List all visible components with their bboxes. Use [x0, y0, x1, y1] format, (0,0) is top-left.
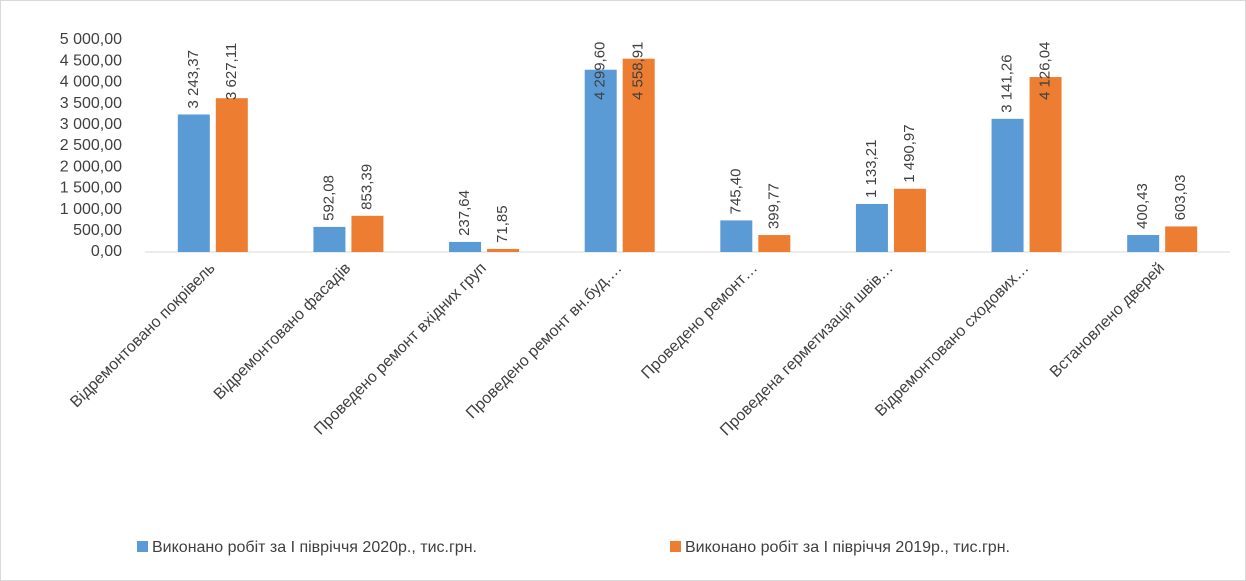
legend-swatch [137, 541, 148, 552]
bar [177, 114, 210, 252]
bar [893, 188, 926, 252]
y-tick-label: 0,00 [91, 243, 122, 260]
y-tick-label: 1 500,00 [60, 180, 122, 197]
data-label: 592,08 [320, 175, 337, 221]
bar [584, 69, 617, 252]
bar [855, 203, 888, 252]
bar [1165, 226, 1198, 252]
data-label: 71,85 [494, 205, 511, 243]
y-tick-label: 1 000,00 [60, 201, 122, 218]
data-label: 1 133,21 [863, 140, 880, 198]
y-tick-label: 500,00 [73, 222, 122, 239]
data-label: 3 141,26 [999, 54, 1016, 112]
bar [1127, 235, 1160, 252]
y-tick-label: 3 000,00 [60, 116, 122, 133]
data-label: 399,77 [765, 183, 782, 229]
y-tick-label: 4 000,00 [60, 74, 122, 91]
bar [215, 98, 248, 252]
bar [720, 220, 753, 252]
data-label: 603,03 [1172, 175, 1189, 221]
bar [487, 248, 520, 252]
y-tick-label: 4 500,00 [60, 52, 122, 69]
bar [991, 118, 1024, 252]
data-label: 4 126,04 [1037, 42, 1054, 100]
data-label: 400,43 [1134, 183, 1151, 229]
data-label: 4 558,91 [630, 42, 647, 100]
data-label: 853,39 [358, 164, 375, 210]
data-label: 4 299,60 [592, 42, 609, 100]
bar [449, 241, 482, 252]
bar [1029, 77, 1062, 252]
y-tick-label: 2 500,00 [60, 137, 122, 154]
bar [758, 235, 791, 252]
bar [351, 215, 384, 252]
data-label: 3 243,37 [185, 50, 202, 108]
y-tick-label: 2 000,00 [60, 158, 122, 175]
data-label: 237,64 [456, 190, 473, 236]
data-label: 1 490,97 [901, 124, 918, 182]
data-label: 3 627,11 [223, 43, 240, 100]
legend-label: Виконано робіт за І півріччя 2020р., тис… [152, 539, 477, 556]
bar [313, 226, 346, 252]
data-label: 745,40 [727, 169, 744, 215]
legend-swatch [670, 541, 681, 552]
y-tick-label: 3 500,00 [60, 95, 122, 112]
y-tick-label: 5 000,00 [60, 31, 122, 48]
bar [622, 58, 655, 253]
legend-label: Виконано робіт за І півріччя 2019р., тис… [685, 539, 1010, 556]
